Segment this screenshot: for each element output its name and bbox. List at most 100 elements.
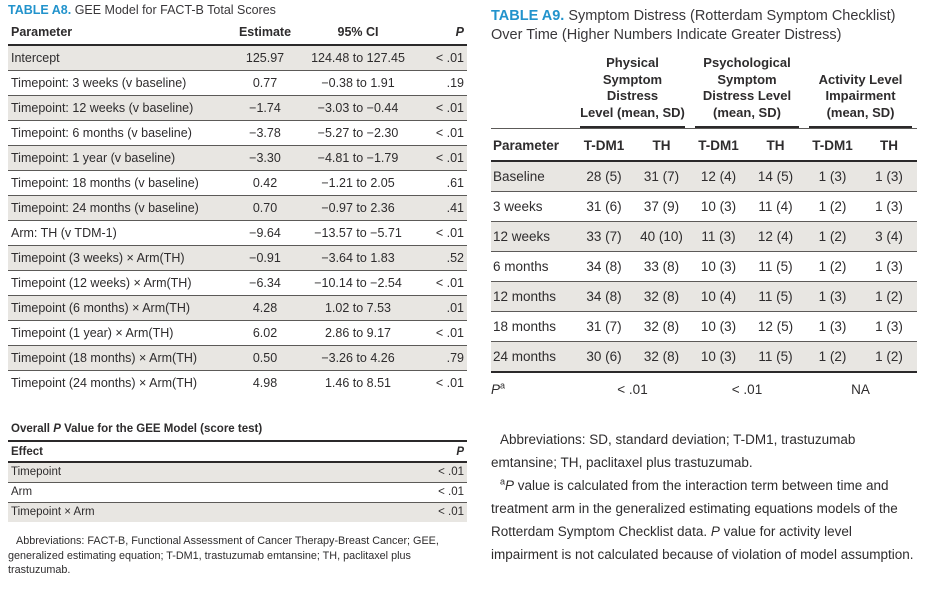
cell-estimate: 0.42 xyxy=(226,170,304,196)
cell-value: 1 (3) xyxy=(861,191,918,222)
table-row: Timepoint < .01 xyxy=(8,462,467,483)
cell-value: 11 (3) xyxy=(690,221,747,252)
cell-estimate: 6.02 xyxy=(226,320,304,346)
cell-p: < .01 xyxy=(412,320,467,346)
cell-value: 1 (3) xyxy=(804,281,862,312)
table-row: Timepoint: 12 weeks (v baseline) −1.74 −… xyxy=(8,95,467,121)
cell-p-psychological: < .01 xyxy=(731,382,763,397)
cell-value: 3 (4) xyxy=(861,221,918,252)
cell-value: 28 (5) xyxy=(575,161,633,192)
cell-value: 14 (5) xyxy=(747,161,805,192)
cell-ci: −3.64 to 1.83 xyxy=(304,245,412,271)
cell-value: 1 (3) xyxy=(804,161,862,192)
cell-estimate: −0.91 xyxy=(226,245,304,271)
cell-ci: 2.86 to 9.17 xyxy=(304,320,412,346)
table-a9-label: TABLE A9. xyxy=(491,8,565,24)
p-label: P xyxy=(491,382,501,397)
cell-timepoint: 18 months xyxy=(491,311,575,342)
cell-value: 10 (3) xyxy=(690,191,747,222)
col-header-tdm1: T-DM1 xyxy=(804,128,862,162)
overall-p-table: Effect P Timepoint < .01 Arm < .01 Timep… xyxy=(8,442,467,522)
col-header-ci: 95% CI xyxy=(304,23,412,46)
col-header-tdm1: T-DM1 xyxy=(575,128,633,162)
cell-value: 31 (7) xyxy=(575,311,633,342)
cell-value: 11 (5) xyxy=(747,251,805,282)
cell-estimate: 4.98 xyxy=(252,376,278,390)
table-row: Timepoint (3 weeks) × Arm(TH) −0.91 −3.6… xyxy=(8,245,467,271)
cell-p: < .01 xyxy=(412,270,467,296)
group-header-activity-label: Activity Level Impairment (mean, SD) xyxy=(809,72,913,128)
cell-value: 32 (8) xyxy=(633,281,690,312)
cell-parameter: Intercept xyxy=(8,45,226,71)
cell-value: 33 (7) xyxy=(575,221,633,252)
table-row: Timepoint (24 months) × Arm(TH) 4.98 1.4… xyxy=(8,371,467,396)
cell-value: 32 (8) xyxy=(633,311,690,342)
table-a9-section: TABLE A9. Symptom Distress (Rotterdam Sy… xyxy=(491,7,918,566)
cell-value: 32 (8) xyxy=(633,341,690,373)
cell-p: .01 xyxy=(412,295,467,321)
cell-effect: Timepoint xyxy=(8,462,408,483)
cell-value: 11 (5) xyxy=(747,341,805,373)
col-header-effect: Effect xyxy=(8,442,408,463)
cell-timepoint: Baseline xyxy=(491,161,575,192)
cell-value: 34 (8) xyxy=(575,281,633,312)
cell-p: < .01 xyxy=(412,95,467,121)
cell-estimate: −3.78 xyxy=(226,120,304,146)
table-row: Timepoint: 1 year (v baseline) −3.30 −4.… xyxy=(8,145,467,171)
cell-value: 10 (4) xyxy=(690,281,747,312)
cell-estimate: 0.70 xyxy=(226,195,304,221)
cell-p: < .01 xyxy=(412,45,467,71)
cell-p: .79 xyxy=(412,345,467,371)
col-header-th: TH xyxy=(633,128,690,162)
cell-value: 11 (4) xyxy=(747,191,805,222)
table-a8-section: TABLE A8. GEE Model for FACT-B Total Sco… xyxy=(8,2,467,578)
table-row: 12 months 34 (8) 32 (8) 10 (4) 11 (5) 1 … xyxy=(491,281,918,312)
col-header-tdm1: T-DM1 xyxy=(690,128,747,162)
cell-ci: −4.81 to −1.79 xyxy=(304,145,412,171)
table-row: Intercept 125.97 124.48 to 127.45 < .01 xyxy=(8,45,467,71)
cell-timepoint: 3 weeks xyxy=(491,191,575,222)
footnote-a-superscript: a xyxy=(500,476,506,487)
table-row: Timepoint: 3 weeks (v baseline) 0.77 −0.… xyxy=(8,70,467,96)
cell-p: .19 xyxy=(412,70,467,96)
cell-p: < .01 xyxy=(412,145,467,171)
table-row: Timepoint (12 weeks) × Arm(TH) −6.34 −10… xyxy=(8,270,467,296)
cell-parameter: Timepoint (24 months) × Arm(TH) xyxy=(11,376,198,390)
cell-parameter: Timepoint (1 year) × Arm(TH) xyxy=(8,320,226,346)
cell-p-activity: NA xyxy=(851,382,870,397)
cell-value: 1 (2) xyxy=(804,191,862,222)
cell-ci: −10.14 to −2.54 xyxy=(304,270,412,296)
group-header-psychological-label: Psychological Symptom Distress Level (me… xyxy=(695,55,800,128)
footnote-a-text1: value is calculated from the interaction… xyxy=(491,478,898,539)
cell-p: < .01 xyxy=(408,502,467,522)
cell-p: < .01 xyxy=(408,482,467,503)
cell-ci: −3.03 to −0.44 xyxy=(304,95,412,121)
cell-p-label: Pa xyxy=(491,372,575,404)
group-header-physical-label: Physical Symptom Distress Level (mean, S… xyxy=(580,55,685,128)
header-row: Parameter Estimate 95% CI P xyxy=(8,23,467,46)
cell-value: 34 (8) xyxy=(575,251,633,282)
cell-value: 1 (3) xyxy=(804,311,862,342)
table-row: 3 weeks 31 (6) 37 (9) 10 (3) 11 (4) 1 (2… xyxy=(491,191,918,222)
cell-p: .52 xyxy=(412,245,467,271)
cell-estimate: −3.30 xyxy=(226,145,304,171)
cell-value: 12 (5) xyxy=(747,311,805,342)
cell-parameter: Timepoint: 3 weeks (v baseline) xyxy=(8,70,226,96)
cell-parameter: Timepoint (12 weeks) × Arm(TH) xyxy=(8,270,226,296)
cell-estimate: −9.64 xyxy=(226,220,304,246)
symptom-distress-table-pvalues: Pa < .01 < .01 NA xyxy=(491,372,917,404)
cell-value: 33 (8) xyxy=(633,251,690,282)
cell-estimate: −6.34 xyxy=(226,270,304,296)
cell-parameter: Timepoint: 24 months (v baseline) xyxy=(8,195,226,221)
table-a9-caption: Symptom Distress (Rotterdam Symptom Chec… xyxy=(491,8,896,43)
cell-p: .41 xyxy=(412,195,467,221)
table-row: Arm < .01 xyxy=(8,482,467,503)
cell-ci: 1.46 to 8.51 xyxy=(324,376,392,390)
table-row: Timepoint (18 months) × Arm(TH) 0.50 −3.… xyxy=(8,345,467,371)
table-row: Arm: TH (v TDM-1) −9.64 −13.57 to −5.71 … xyxy=(8,220,467,246)
cell-ci: −5.27 to −2.30 xyxy=(304,120,412,146)
cell-p: < .01 xyxy=(412,120,467,146)
overall-p-table-body: Timepoint < .01 Arm < .01 Timepoint × Ar… xyxy=(8,462,467,522)
cell-value: 12 (4) xyxy=(747,221,805,252)
table-row: 12 weeks 33 (7) 40 (10) 11 (3) 12 (4) 1 … xyxy=(491,221,918,252)
